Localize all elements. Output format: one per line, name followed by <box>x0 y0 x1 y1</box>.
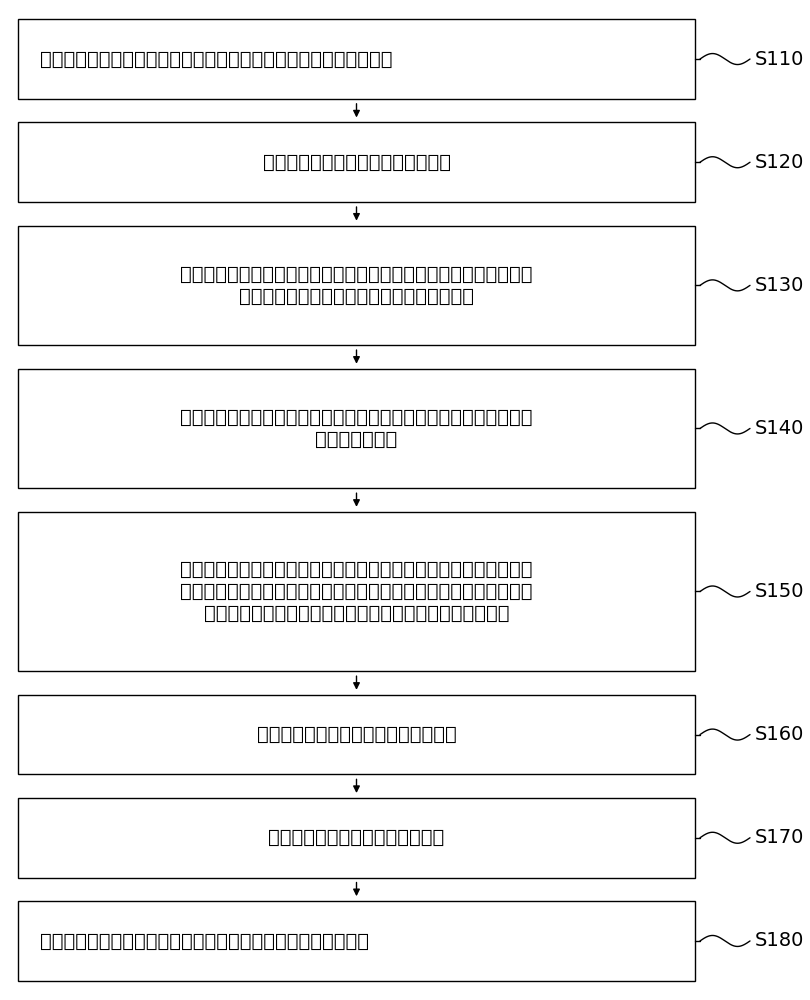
Text: S140: S140 <box>755 419 804 438</box>
Text: S180: S180 <box>755 931 804 950</box>
Text: S150: S150 <box>755 582 804 601</box>
Bar <box>18 798 695 878</box>
Bar <box>18 695 695 774</box>
Bar <box>18 901 695 981</box>
Text: S110: S110 <box>755 50 804 69</box>
Text: 形成覆盖凹槽通道的表面的栅极绝缘层: 形成覆盖凹槽通道的表面的栅极绝缘层 <box>257 725 456 744</box>
Text: S130: S130 <box>755 276 804 295</box>
Text: S170: S170 <box>755 828 804 847</box>
Text: 形成栅极，栅极填充于凹槽通道内: 形成栅极，栅极填充于凹槽通道内 <box>268 828 445 847</box>
Text: 在第二半导体层中注入第二离子，第一离子与第二离子类型相同，且: 在第二半导体层中注入第二离子，第一离子与第二离子类型相同，且 <box>181 265 533 284</box>
Text: 注入剂量，且第三离子的注入剂量小于第一离子的注入剂量: 注入剂量，且第三离子的注入剂量小于第一离子的注入剂量 <box>204 604 509 623</box>
Text: 形成依次层叠的基底、第一半导体层、第二半导体层和第三半导体层: 形成依次层叠的基底、第一半导体层、第二半导体层和第三半导体层 <box>40 50 393 69</box>
Bar <box>18 122 695 202</box>
Bar <box>18 512 695 671</box>
Bar <box>18 19 695 99</box>
Text: 在第三半导体层中注入第四离子，第四离子与第二离子类型相反: 在第三半导体层中注入第四离子，第四离子与第二离子类型相反 <box>40 931 369 950</box>
Text: 形成凹槽通道，凹槽通道开口于第三半导体层且凹槽通道的底部延伸: 形成凹槽通道，凹槽通道开口于第三半导体层且凹槽通道的底部延伸 <box>181 408 533 427</box>
Text: 第一离子的注入剂量与第二离子的注入剂量的差値，小于第三离子的: 第一离子的注入剂量与第二离子的注入剂量的差値，小于第三离子的 <box>181 582 533 601</box>
Text: 至第一半导体层: 至第一半导体层 <box>315 430 398 449</box>
Text: S160: S160 <box>755 725 804 744</box>
Text: 在所述第一半导体层中注入第一离子: 在所述第一半导体层中注入第一离子 <box>262 153 450 172</box>
Bar <box>18 369 695 488</box>
Text: S120: S120 <box>755 153 804 172</box>
Bar <box>18 226 695 345</box>
Text: 通过凹槽通道的底部注入第三离子，第三离子与第一离子类型相反；: 通过凹槽通道的底部注入第三离子，第三离子与第一离子类型相反； <box>181 560 533 579</box>
Text: 第一离子的注入剂量大于第二离子的注入剂量: 第一离子的注入剂量大于第二离子的注入剂量 <box>239 287 474 306</box>
